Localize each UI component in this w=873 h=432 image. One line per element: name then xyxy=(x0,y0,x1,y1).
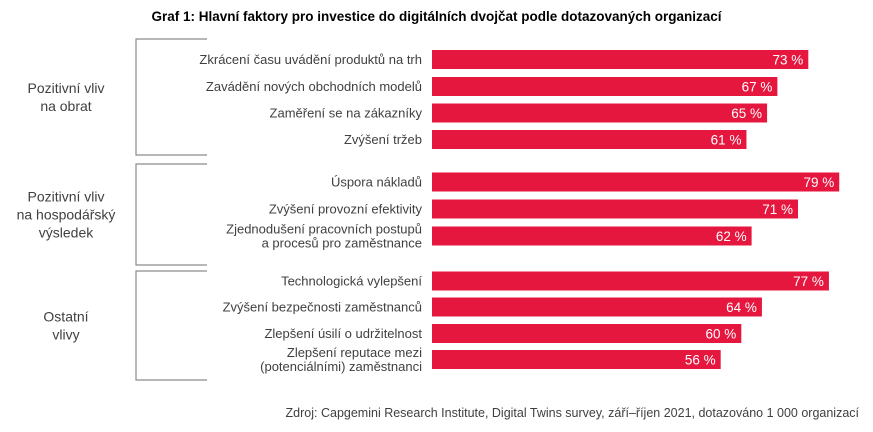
group-label: na hospodářský xyxy=(17,207,116,223)
data-label: 77 % xyxy=(793,274,824,289)
group-label: výsledek xyxy=(39,225,94,241)
category-label: Zvýšení provozní efektivity xyxy=(269,202,423,217)
data-label: 61 % xyxy=(711,133,742,148)
source-note: Zdroj: Capgemini Research Institute, Dig… xyxy=(285,406,859,420)
group-label: vlivy xyxy=(52,327,79,343)
bar xyxy=(432,77,778,96)
bar xyxy=(432,199,799,219)
category-label: Technologická vylepšení xyxy=(281,274,422,289)
group-bracket xyxy=(135,38,207,156)
category-label: Zlepšení reputace mezi xyxy=(287,345,422,360)
category-label: Zvýšení bezpečnosti zaměstnanců xyxy=(223,300,422,315)
data-label: 65 % xyxy=(731,106,762,121)
chart-title: Graf 1: Hlavní faktory pro investice do … xyxy=(151,9,722,24)
data-label: 60 % xyxy=(706,327,737,342)
bar xyxy=(432,297,762,317)
bar xyxy=(432,324,742,343)
data-label: 67 % xyxy=(742,80,773,95)
data-label: 62 % xyxy=(716,229,747,244)
category-label: Zvýšení tržeb xyxy=(344,132,422,147)
bar xyxy=(432,50,809,69)
category-label: Zavádění nových obchodních modelů xyxy=(206,79,422,94)
group-label: Pozitivní vliv xyxy=(27,80,104,96)
bar xyxy=(432,103,768,123)
category-label: Úspora nákladů xyxy=(331,175,422,190)
category-label: Zaměření se na zákazníky xyxy=(270,106,423,121)
category-label: Zjednodušení pracovních postupů xyxy=(226,222,422,237)
category-label: (potenciálními) zaměstnanci xyxy=(260,359,422,374)
category-label: a procesů pro zaměstnance xyxy=(262,236,422,251)
bar xyxy=(432,350,721,369)
group-label: na obrat xyxy=(40,98,91,114)
bar xyxy=(432,172,840,192)
bar xyxy=(432,271,829,291)
data-label: 79 % xyxy=(803,175,834,190)
group-label: Pozitivní vliv xyxy=(27,189,104,205)
bar xyxy=(432,130,747,149)
data-label: 64 % xyxy=(726,300,757,315)
group-bracket xyxy=(135,270,207,381)
data-label: 56 % xyxy=(685,353,716,368)
group-label: Ostatní xyxy=(43,309,88,325)
bar xyxy=(432,226,752,246)
group-bracket xyxy=(135,163,207,266)
data-label: 71 % xyxy=(762,202,793,217)
category-label: Zlepšení úsilí o udržitelnost xyxy=(264,326,422,341)
data-label: 73 % xyxy=(773,53,804,68)
category-label: Zkrácení času uvádění produktů na trh xyxy=(199,52,422,67)
